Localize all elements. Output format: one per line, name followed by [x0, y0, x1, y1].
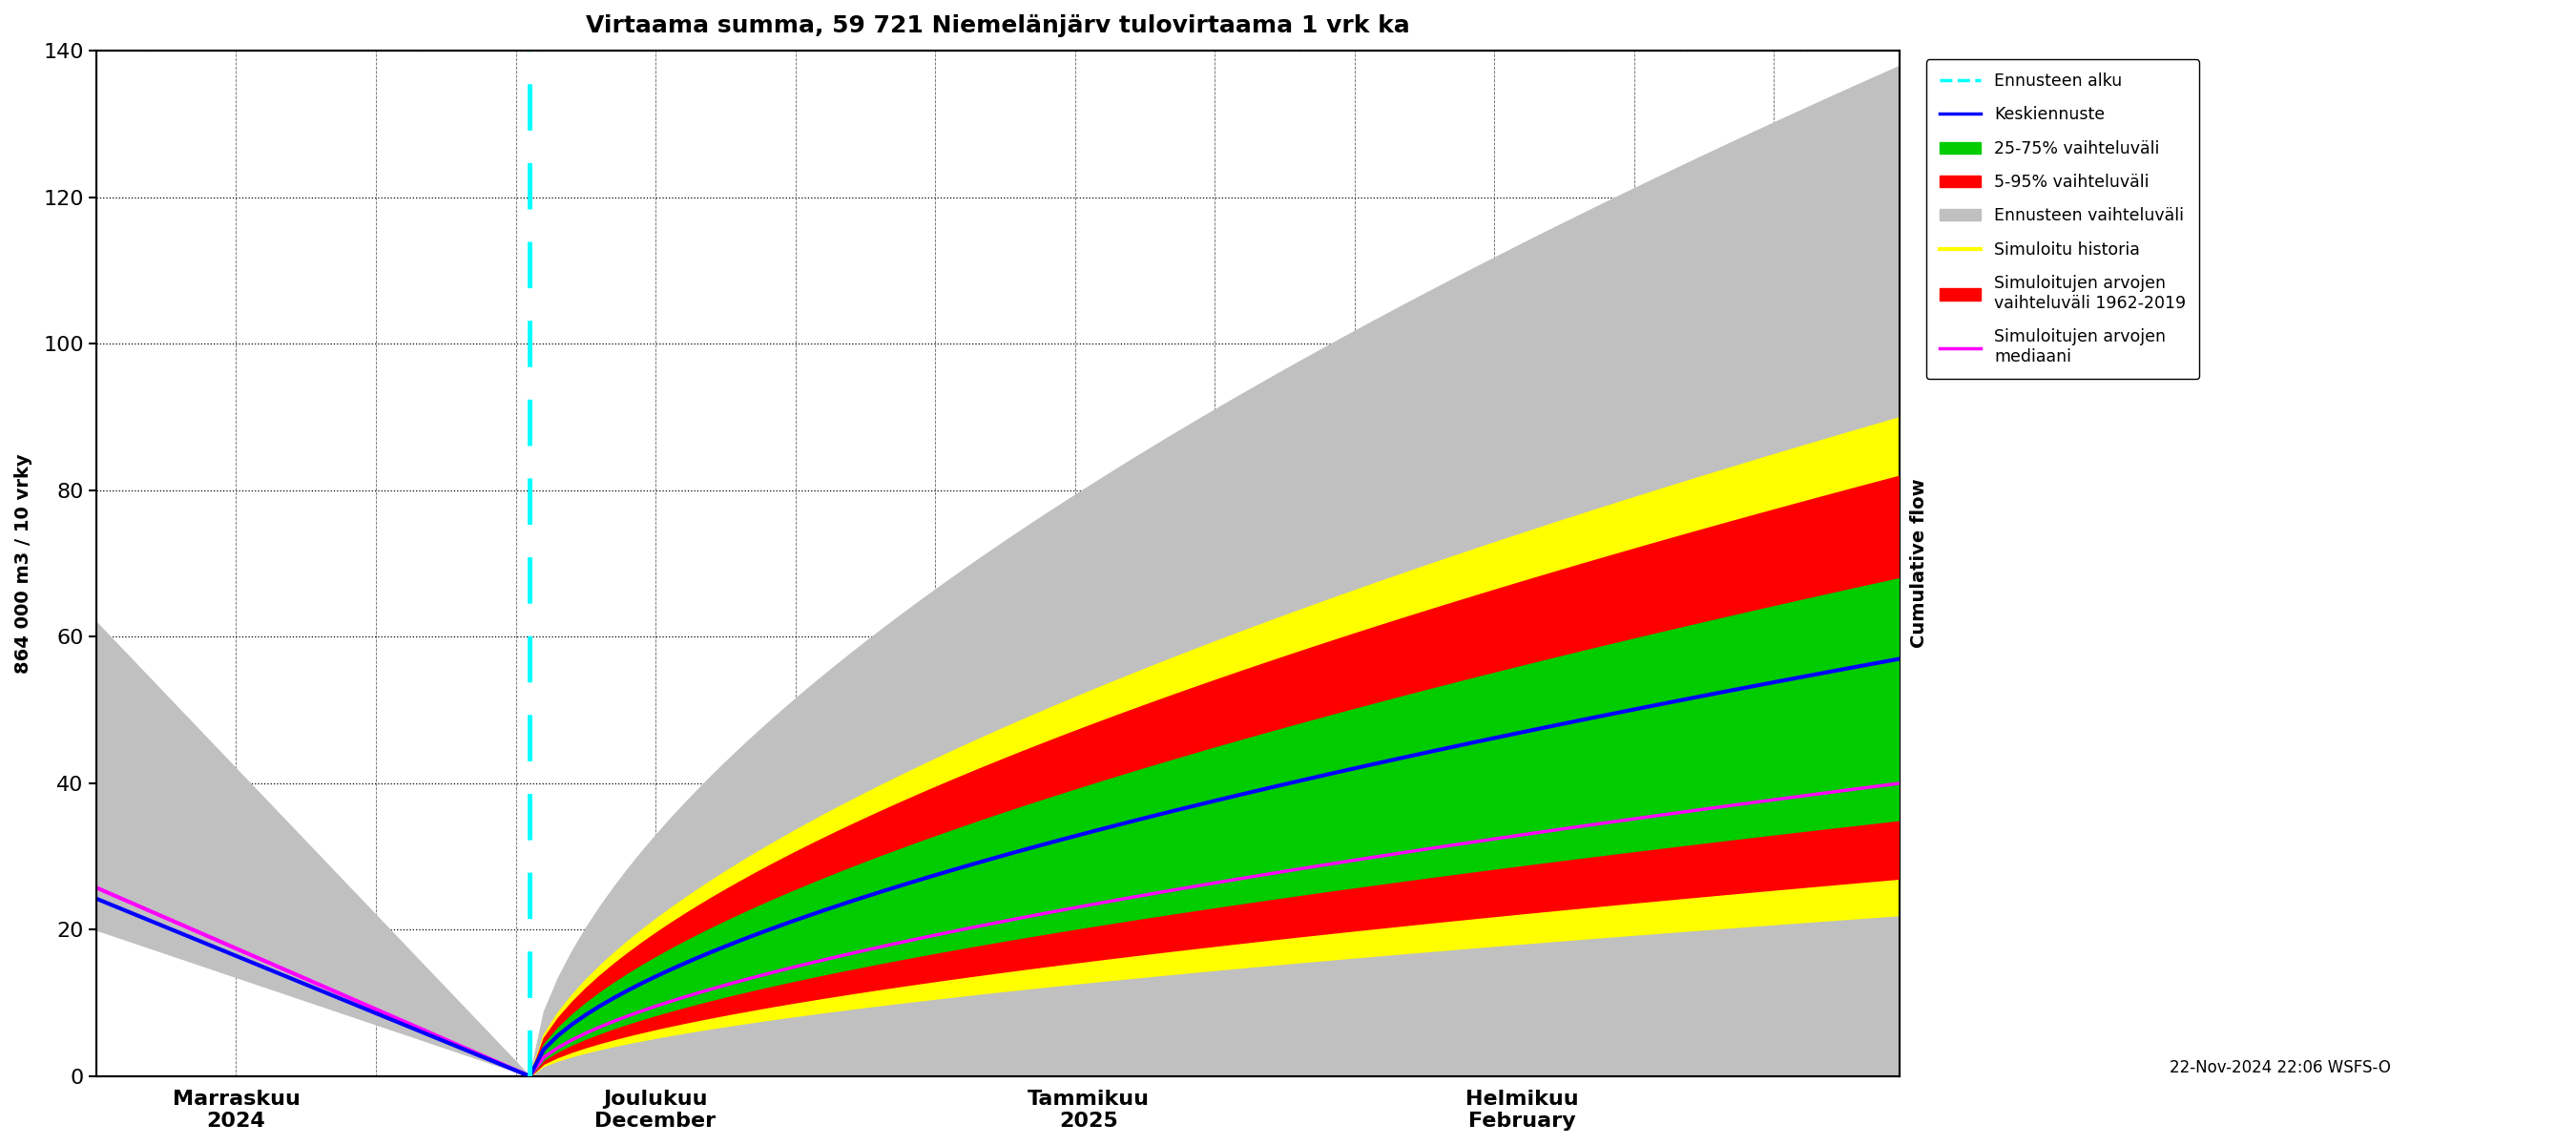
Title: Virtaama summa, 59 721 Niemelänjärv tulovirtaama 1 vrk ka: Virtaama summa, 59 721 Niemelänjärv tulo… [585, 14, 1409, 37]
Y-axis label: Cumulative flow: Cumulative flow [1911, 479, 1929, 648]
Legend: Ennusteen alku, Keskiennuste, 25-75% vaihteluväli, 5-95% vaihteluväli, Ennusteen: Ennusteen alku, Keskiennuste, 25-75% vai… [1927, 60, 2200, 379]
Y-axis label: 864 000 m3 / 10 vrky: 864 000 m3 / 10 vrky [15, 453, 33, 673]
Text: 22-Nov-2024 22:06 WSFS-O: 22-Nov-2024 22:06 WSFS-O [2169, 1059, 2391, 1076]
